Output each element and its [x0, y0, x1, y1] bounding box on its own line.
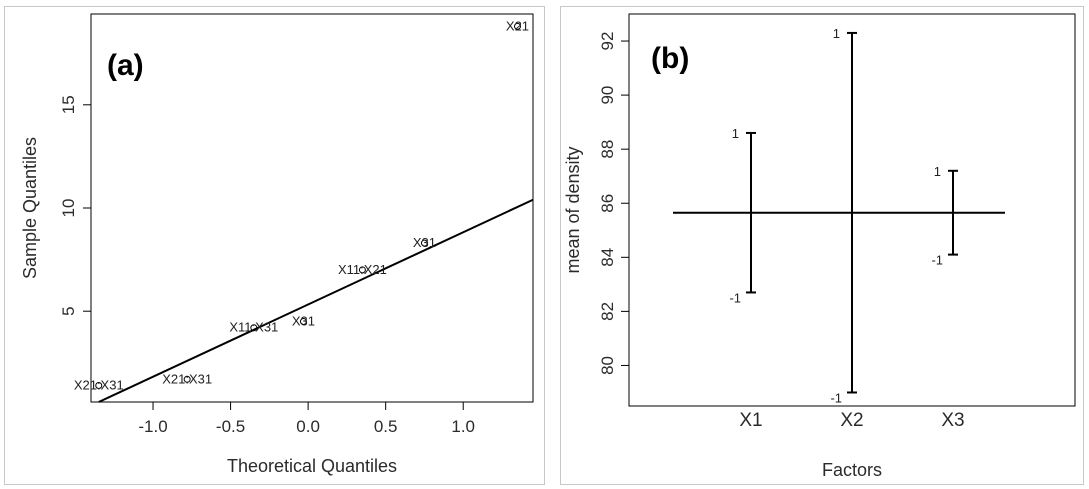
qq-x-axis: -1.0 -0.5 0.0 0.5 1.0	[138, 402, 475, 436]
qq-point-label: X21:X31	[162, 371, 212, 386]
qq-point	[183, 375, 191, 383]
factor-category-label: X3	[941, 410, 964, 431]
qq-y-axis: 5 10 15	[59, 95, 91, 316]
qq-y-axis-title: Sample Quantiles	[20, 137, 40, 279]
factor-means-panel: (b) 80 82 84 86 88 90 92 X1 X2 X3 1 -1 1 -1 1 -1 Fact…	[563, 13, 1076, 480]
qq-point-label: X21	[506, 18, 529, 33]
factor-category-label: X2	[840, 410, 863, 431]
qq-point	[250, 324, 258, 332]
factor-y-tick-label: 88	[598, 140, 617, 159]
factor-low-label: -1	[931, 253, 943, 268]
factor-y-tick-label: 82	[598, 302, 617, 321]
qq-point-label: X21:X31	[74, 377, 124, 392]
qq-point	[513, 22, 521, 30]
qq-point-label: X31	[413, 235, 436, 250]
factor-y-tick-label: 86	[598, 194, 617, 213]
factor-ranges: 1 -1 1 -1 1 -1	[729, 26, 958, 405]
qq-point	[358, 266, 366, 274]
factor-plot-area	[628, 13, 1076, 407]
qq-point	[420, 239, 428, 247]
factor-y-tick-label: 80	[598, 356, 617, 375]
panel-b-label: (b)	[651, 42, 689, 75]
panel-a-frame	[4, 6, 545, 485]
factor-high-label: 1	[732, 126, 739, 141]
factor-y-tick-label: 90	[598, 86, 617, 105]
panel-b-frame	[560, 6, 1084, 485]
qq-reference-line	[98, 198, 534, 403]
qq-x-tick-label: -1.0	[138, 417, 167, 436]
factor-y-tick-label: 92	[598, 32, 617, 51]
factor-high-label: 1	[833, 26, 840, 41]
factor-category-label: X1	[739, 410, 762, 431]
factor-low-label: -1	[830, 390, 842, 405]
qq-x-tick-label: 1.0	[451, 417, 475, 436]
panel-a-label: (a)	[107, 49, 144, 82]
qq-points: X21:X31 X21:X31 X11:X31 X31 X11:X21 X31 X21	[74, 18, 529, 392]
qq-point-label: X11:X21	[338, 262, 387, 277]
factor-high-label: 1	[934, 164, 941, 179]
qq-point-label: X11:X31	[229, 320, 278, 335]
qq-y-tick-label: 10	[59, 199, 78, 218]
qq-x-tick-label: -0.5	[216, 417, 245, 436]
qq-x-axis-title: Theoretical Quantiles	[227, 456, 397, 476]
factor-y-tick-label: 84	[598, 248, 617, 267]
qq-point-label: X31	[292, 314, 315, 329]
factor-low-label: -1	[729, 290, 741, 305]
factor-y-axis-title: mean of density	[563, 146, 583, 273]
qq-y-tick-label: 5	[59, 306, 78, 315]
factor-y-axis: 80 82 84 86 88 90 92	[598, 32, 629, 375]
qq-point	[299, 318, 307, 326]
factor-x-categories: X1 X2 X3	[739, 410, 964, 431]
qq-x-tick-label: 0.5	[374, 417, 398, 436]
factor-x-axis-title: Factors	[822, 460, 882, 480]
qq-point	[95, 381, 103, 389]
qq-y-tick-label: 15	[59, 95, 78, 114]
qq-plot-area	[90, 13, 534, 403]
qq-x-tick-label: 0.0	[296, 417, 320, 436]
